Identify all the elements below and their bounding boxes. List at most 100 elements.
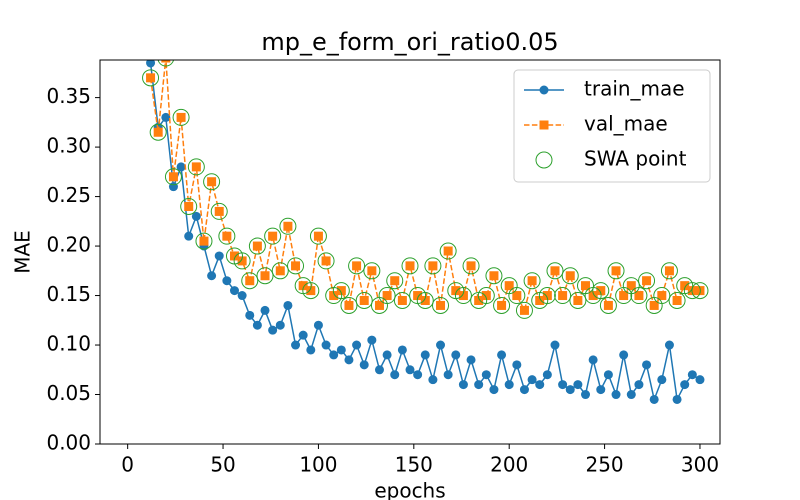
axes-frame [99, 59, 721, 445]
marker [157, 60, 175, 67]
marker [504, 380, 514, 390]
marker [222, 276, 232, 286]
marker [191, 162, 201, 172]
marker [268, 325, 278, 335]
marker [313, 320, 323, 330]
marker [672, 295, 682, 305]
marker [397, 295, 407, 305]
marker [237, 291, 247, 301]
y-tick-label: 0.10 [46, 332, 91, 356]
marker [695, 375, 705, 385]
marker [344, 355, 354, 365]
marker [321, 256, 331, 266]
marker [268, 231, 278, 241]
marker [172, 108, 190, 126]
marker [390, 370, 400, 380]
legend-marker [539, 120, 549, 130]
marker [657, 291, 667, 301]
marker [382, 291, 392, 301]
marker [413, 291, 423, 301]
y-tick-label: 0.00 [46, 431, 91, 455]
marker [497, 350, 507, 360]
marker [436, 340, 446, 350]
marker [229, 286, 239, 296]
marker [432, 296, 450, 314]
y-tick-label: 0.05 [46, 381, 91, 405]
marker [374, 300, 384, 310]
marker [535, 380, 545, 390]
marker [657, 375, 667, 385]
marker [187, 158, 205, 176]
marker [149, 123, 167, 141]
marker [458, 291, 468, 301]
marker [260, 305, 270, 315]
marker [462, 257, 480, 275]
marker [291, 340, 301, 350]
marker [146, 60, 156, 68]
x-tick-label: 150 [395, 453, 433, 477]
marker [680, 281, 690, 291]
marker [180, 197, 198, 215]
marker [680, 380, 690, 390]
marker [313, 231, 323, 241]
marker [393, 291, 411, 309]
marker [214, 206, 224, 216]
marker [405, 365, 415, 375]
marker [382, 350, 392, 360]
marker [573, 295, 583, 305]
marker [474, 380, 484, 390]
marker [363, 262, 381, 280]
marker [634, 380, 644, 390]
chart-title: mp_e_form_ori_ratio0.05 [261, 28, 558, 56]
marker [630, 287, 648, 305]
marker [348, 257, 366, 275]
marker [512, 291, 522, 301]
marker [367, 266, 377, 276]
marker [329, 291, 339, 301]
marker [481, 370, 491, 380]
marker [504, 281, 514, 291]
marker [523, 272, 541, 290]
marker [489, 385, 499, 395]
marker [588, 355, 598, 365]
marker [519, 305, 529, 315]
marker [161, 112, 171, 122]
marker [439, 242, 457, 260]
marker [233, 252, 251, 270]
marker [161, 60, 171, 63]
marker [458, 380, 468, 390]
marker [142, 69, 160, 87]
marker [256, 267, 274, 285]
x-tick-label: 250 [585, 453, 623, 477]
marker [420, 350, 430, 360]
marker [436, 300, 446, 310]
marker [168, 172, 178, 182]
marker [283, 221, 293, 231]
marker [390, 276, 400, 286]
marker [691, 282, 709, 300]
marker [287, 257, 305, 275]
marker [649, 300, 659, 310]
marker [497, 300, 507, 310]
marker [306, 345, 316, 355]
marker [481, 291, 491, 301]
marker [561, 267, 579, 285]
marker [413, 370, 423, 380]
marker [626, 390, 636, 400]
marker [386, 272, 404, 290]
marker [283, 300, 293, 310]
marker [207, 271, 217, 281]
marker [649, 394, 659, 404]
marker [573, 380, 583, 390]
marker [515, 301, 533, 319]
marker [596, 286, 606, 296]
marker [664, 266, 674, 276]
legend-marker [535, 151, 553, 169]
marker [210, 202, 228, 220]
marker [542, 291, 552, 301]
marker [527, 276, 537, 286]
x-tick-label: 300 [681, 453, 719, 477]
marker [248, 237, 266, 255]
marker [619, 350, 629, 360]
marker [271, 262, 289, 280]
